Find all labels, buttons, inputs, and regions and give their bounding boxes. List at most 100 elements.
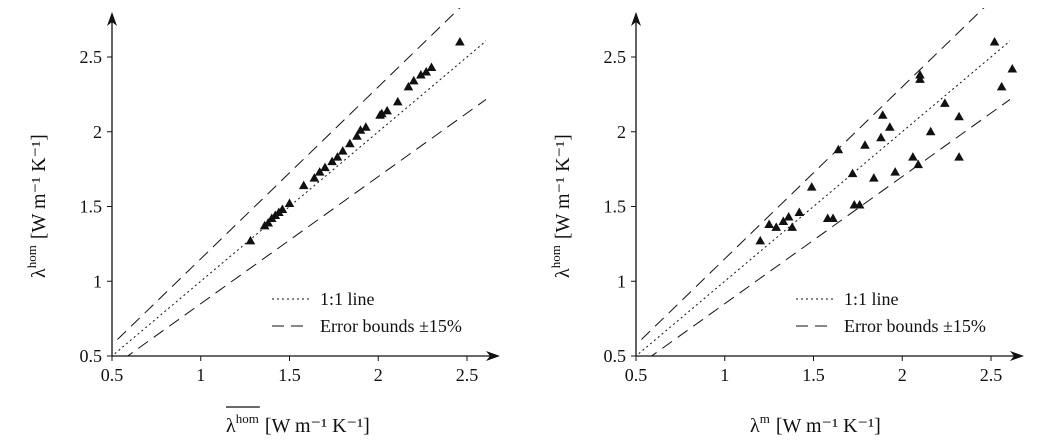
- x-tick-label: 0.5: [625, 365, 648, 385]
- data-point-triangle: [954, 111, 964, 121]
- data-point-triangle: [755, 235, 766, 245]
- x-tick-label: 1: [196, 365, 205, 385]
- x-tick-label: 2: [374, 365, 383, 385]
- data-point-triangle: [925, 126, 936, 136]
- y-tick-label: 2: [93, 122, 102, 142]
- data-point-triangle: [421, 66, 431, 76]
- data-point-triangle: [860, 140, 870, 149]
- data-point-triangle: [908, 152, 918, 161]
- scatter-chart-right: 0.5 1 1.5 2 2.5 0.5 1 1.5 2 2.5 1:1 line Error boun…: [548, 8, 1024, 437]
- x-axis-label-units: [W m⁻¹ K⁻¹]: [776, 415, 881, 437]
- identity-line: [636, 40, 1010, 356]
- data-point-triangle: [332, 152, 343, 161]
- y-axis-arrow-icon: [631, 12, 641, 26]
- data-point-triangle: [352, 131, 362, 140]
- y-axis-label-superscript: hom: [24, 245, 39, 268]
- y-tick-label: 2: [617, 122, 626, 142]
- identity-line: [112, 40, 486, 356]
- reference-lines: [636, 8, 1010, 356]
- data-point-triangle: [885, 122, 895, 131]
- y-tick-label: 2.5: [80, 47, 103, 67]
- x-tick-label: 2: [898, 365, 907, 385]
- legend-identity-label: 1:1 line: [320, 289, 375, 309]
- data-point-triangle: [989, 37, 1000, 46]
- y-axis-label-units: [W m⁻¹ K⁻¹]: [552, 134, 574, 239]
- data-point-triangle: [392, 96, 403, 106]
- x-tick-label: 1: [720, 365, 729, 385]
- x-axis-label: λm [W m⁻¹ K⁻¹]: [750, 411, 881, 437]
- upper-error-bound-line: [112, 8, 461, 346]
- x-axis-arrow-icon: [486, 351, 500, 361]
- data-points: [245, 37, 465, 245]
- data-point-triangle: [314, 167, 325, 176]
- x-axis-label-superscript: hom: [236, 411, 259, 426]
- data-point-triangle: [764, 219, 774, 228]
- y-axis-arrow-icon: [107, 12, 117, 26]
- data-point-triangle: [320, 162, 330, 172]
- data-point-triangle: [403, 81, 414, 91]
- data-point-triangle: [869, 173, 879, 182]
- data-point-triangle: [828, 213, 838, 222]
- y-axis-label: λhom [W m⁻¹ K⁻¹]: [24, 134, 50, 278]
- data-point-triangle: [915, 74, 925, 83]
- data-point-triangle: [954, 152, 964, 161]
- y-axis-label-superscript: hom: [548, 245, 563, 268]
- legend: 1:1 line Error bounds ±15%: [796, 289, 986, 336]
- data-point-triangle: [940, 98, 950, 107]
- legend: 1:1 line Error bounds ±15%: [272, 289, 462, 336]
- data-point-triangle: [377, 108, 387, 118]
- data-point-triangle: [915, 69, 925, 79]
- data-point-triangle: [996, 81, 1007, 91]
- data-point-triangle: [337, 146, 348, 155]
- data-point-triangle: [854, 200, 865, 209]
- data-point-triangle: [890, 167, 900, 176]
- x-tick-label: 1.5: [278, 365, 301, 385]
- y-tick-label: 0.5: [604, 346, 627, 366]
- data-point-triangle: [355, 125, 366, 134]
- chart-panel-left: 0.5 1 1.5 2 2.5 0.5 1 1.5 2 2.5 1:1 line Error boun…: [24, 8, 500, 437]
- data-point-triangle: [876, 132, 886, 142]
- axes: 0.5 1 1.5 2 2.5 0.5 1 1.5 2 2.5: [80, 12, 500, 385]
- data-point-triangle: [833, 144, 844, 154]
- x-tick-label: 1.5: [802, 365, 825, 385]
- data-point-triangle: [847, 168, 858, 178]
- data-point-triangle: [783, 211, 794, 221]
- data-point-triangle: [327, 156, 337, 166]
- y-axis-label-symbol: λ: [552, 268, 574, 278]
- legend-identity-label: 1:1 line: [844, 289, 899, 309]
- reference-lines: [112, 8, 486, 356]
- x-tick-label: 2.5: [980, 365, 1003, 385]
- upper-error-bound-line: [636, 8, 985, 346]
- data-point-triangle: [309, 173, 320, 182]
- data-point-triangle: [284, 198, 295, 208]
- lower-error-bound-line: [126, 98, 486, 356]
- data-point-triangle: [361, 122, 371, 131]
- data-point-triangle: [913, 159, 924, 169]
- x-axis-label-superscript: m: [760, 411, 770, 426]
- data-point-triangle: [794, 207, 805, 216]
- lower-error-bound-line: [650, 98, 1010, 356]
- data-point-triangle: [806, 182, 817, 191]
- x-axis-arrow-icon: [1010, 351, 1024, 361]
- data-point-triangle: [277, 204, 288, 213]
- y-axis-label-units: [W m⁻¹ K⁻¹]: [28, 134, 50, 239]
- y-axis-label: λhom [W m⁻¹ K⁻¹]: [548, 134, 574, 278]
- legend-error-label: Error bounds ±15%: [844, 316, 986, 336]
- data-point-triangle: [263, 217, 273, 227]
- x-axis-label-units: [W m⁻¹ K⁻¹]: [265, 415, 370, 437]
- data-point-triangle: [245, 235, 256, 245]
- axes: 0.5 1 1.5 2 2.5 0.5 1 1.5 2 2.5: [604, 12, 1024, 385]
- data-point-triangle: [408, 75, 419, 85]
- data-point-triangle: [455, 37, 465, 46]
- x-axis-label-symbol: λ: [226, 415, 236, 437]
- data-points: [755, 37, 1018, 245]
- y-tick-label: 0.5: [80, 346, 103, 366]
- x-axis-label-symbol: λ: [750, 415, 760, 437]
- x-tick-label: 0.5: [101, 365, 124, 385]
- data-point-triangle: [771, 222, 782, 231]
- y-axis-label-symbol: λ: [28, 268, 50, 278]
- data-point-triangle: [787, 222, 797, 231]
- data-point-triangle: [298, 180, 309, 190]
- data-point-triangle: [382, 105, 392, 115]
- legend-error-label: Error bounds ±15%: [320, 316, 462, 336]
